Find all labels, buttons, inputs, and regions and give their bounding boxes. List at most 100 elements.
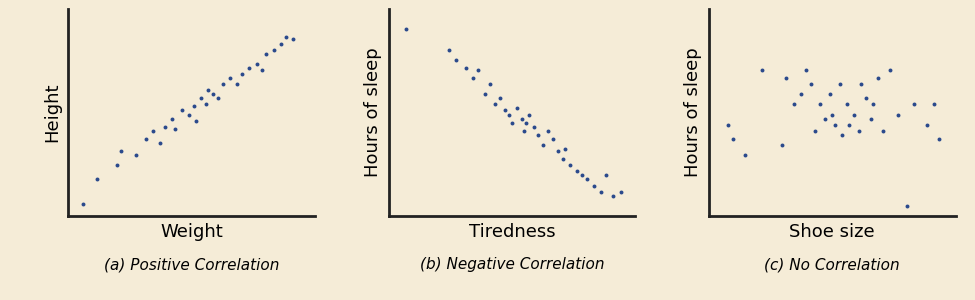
Point [470, 68, 486, 72]
Point [266, 47, 282, 52]
Point [109, 163, 125, 168]
Point [398, 27, 413, 32]
Point [574, 173, 590, 178]
Point [222, 76, 238, 80]
Point [448, 57, 464, 62]
Point [863, 116, 878, 121]
Text: (b) Negative Correlation: (b) Negative Correlation [419, 257, 604, 272]
Y-axis label: Hours of sleep: Hours of sleep [364, 48, 381, 177]
Point [188, 118, 204, 123]
X-axis label: Tiredness: Tiredness [469, 223, 555, 241]
Point [90, 177, 105, 182]
Point [504, 120, 520, 125]
Point [882, 68, 898, 72]
Point [157, 124, 173, 129]
Point [465, 76, 481, 80]
Point [492, 96, 508, 101]
Point [550, 149, 566, 154]
Y-axis label: Hours of sleep: Hours of sleep [684, 48, 702, 177]
Point [215, 82, 231, 86]
Point [502, 112, 518, 117]
Point [586, 183, 602, 188]
Point [234, 71, 250, 76]
Point [605, 193, 621, 198]
Point [562, 163, 577, 168]
Point [807, 128, 823, 133]
Point [793, 92, 808, 97]
Point [755, 68, 770, 72]
Text: (a) Positive Correlation: (a) Positive Correlation [103, 257, 279, 272]
Point [254, 68, 269, 72]
Point [114, 149, 130, 154]
Point [851, 128, 867, 133]
Point [198, 102, 214, 107]
Point [812, 102, 828, 107]
Point [876, 128, 891, 133]
Point [825, 112, 840, 117]
Point [721, 122, 736, 127]
Point [181, 112, 197, 117]
Point [242, 65, 257, 70]
Point [249, 61, 264, 66]
Point [483, 82, 498, 86]
Point [802, 82, 818, 86]
Point [514, 116, 529, 121]
Point [725, 136, 741, 141]
Point [206, 92, 221, 97]
Point [174, 108, 189, 113]
Point [555, 157, 570, 162]
Point [841, 122, 857, 127]
Point [827, 122, 842, 127]
Point [774, 142, 790, 147]
Point [442, 47, 457, 52]
Point [853, 82, 869, 86]
Point [558, 147, 573, 152]
Point [579, 177, 595, 182]
Point [907, 102, 922, 107]
Point [152, 140, 168, 145]
Point [613, 189, 629, 194]
Point [488, 102, 503, 107]
Point [899, 203, 915, 208]
Point [858, 96, 874, 101]
Point [145, 128, 161, 133]
Point [737, 153, 753, 158]
Point [186, 104, 202, 109]
Point [167, 126, 182, 131]
Point [926, 102, 942, 107]
Point [540, 128, 556, 133]
Point [890, 112, 906, 117]
Point [526, 124, 541, 129]
Point [458, 65, 474, 70]
Point [75, 201, 91, 206]
Point [285, 37, 300, 42]
X-axis label: Shoe size: Shoe size [790, 223, 876, 241]
Point [128, 153, 143, 158]
Point [478, 92, 493, 97]
Point [871, 76, 886, 80]
Point [278, 35, 293, 40]
Point [866, 102, 881, 107]
Point [137, 136, 153, 141]
Point [497, 108, 513, 113]
Point [521, 112, 536, 117]
Point [530, 132, 546, 137]
Point [798, 68, 813, 72]
Point [545, 136, 561, 141]
Point [846, 112, 862, 117]
Point [838, 102, 854, 107]
Point [599, 173, 614, 178]
Point [835, 132, 850, 137]
Point [918, 122, 934, 127]
Point [165, 116, 180, 121]
Point [822, 92, 838, 97]
Point [273, 41, 289, 46]
Point [516, 128, 531, 133]
Point [786, 102, 801, 107]
Point [569, 169, 585, 174]
Point [832, 82, 847, 86]
Point [817, 116, 833, 121]
Point [211, 96, 226, 101]
Point [201, 88, 216, 93]
Point [193, 96, 209, 101]
